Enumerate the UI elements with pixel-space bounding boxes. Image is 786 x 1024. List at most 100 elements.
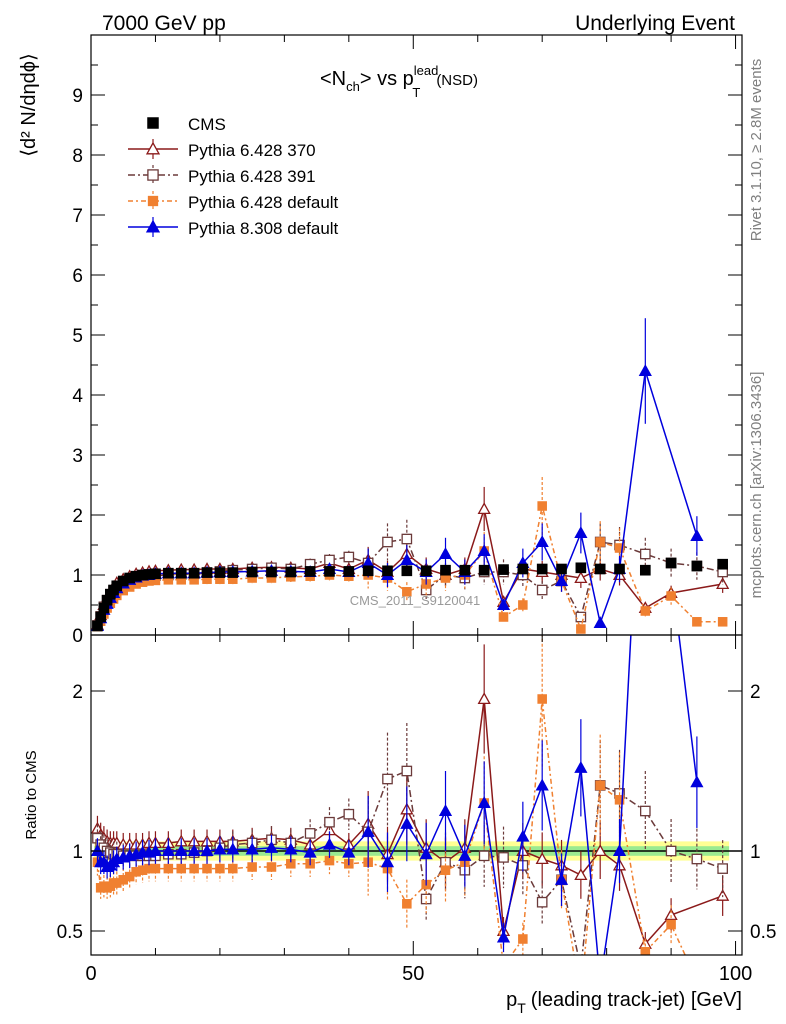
legend-marker — [147, 169, 159, 181]
ratio-point — [245, 842, 259, 855]
main-point — [285, 566, 297, 578]
legend-label: Pythia 6.428 370 — [188, 141, 316, 160]
main-point — [574, 526, 588, 539]
x-axis-label-tail: (leading track-jet) [GeV] — [531, 989, 742, 1011]
ratio-y-tick-label: 0.5 — [57, 922, 83, 943]
ratio-point — [148, 844, 163, 857]
main-point — [400, 553, 414, 566]
ratio-point — [496, 930, 511, 943]
ratio-point — [380, 855, 395, 868]
main-point — [477, 544, 491, 557]
main-point — [595, 537, 605, 547]
ratio-point — [477, 692, 491, 705]
ratio-point — [215, 863, 225, 874]
ratio-point — [150, 863, 161, 874]
main-point — [304, 566, 316, 577]
main-y-tick-label: 5 — [72, 326, 83, 347]
main-point — [717, 617, 728, 627]
ratio-point — [576, 963, 585, 972]
y-axis-label-main: ⟨d² N/dηdϕ⟩ — [18, 53, 40, 157]
ratio-point — [247, 862, 257, 872]
main-point — [716, 577, 730, 590]
ratio-point — [640, 947, 651, 955]
main-point — [535, 535, 549, 548]
main-point — [690, 529, 704, 542]
main-point — [438, 547, 453, 560]
ratio-point — [536, 896, 548, 908]
main-point — [498, 612, 509, 622]
main-point — [343, 566, 355, 577]
legend-marker — [145, 219, 161, 233]
y-axis-label-ratio: Ratio to CMS — [23, 750, 40, 839]
legend-marker — [147, 117, 159, 129]
x-tick-label: 100 — [719, 963, 752, 985]
ratio-point — [574, 868, 588, 881]
title-sub1: ch — [346, 79, 360, 94]
title-mid: > vs p — [360, 68, 414, 90]
ratio-y-tick-label-right: 1 — [750, 842, 761, 863]
ratio-series-line — [96, 635, 698, 955]
main-point — [382, 565, 393, 577]
main-point — [498, 564, 509, 575]
main-point — [188, 567, 200, 579]
ratio-point — [419, 847, 433, 860]
ratio-point — [342, 845, 356, 858]
ratio-series-2 — [92, 635, 686, 955]
ratio-point — [478, 850, 490, 862]
legend-marker — [145, 141, 161, 155]
main-point — [459, 564, 471, 576]
ratio-point — [189, 863, 199, 874]
ratio-point — [458, 848, 472, 861]
ratio-point — [163, 863, 174, 874]
title-tail: (NSD) — [436, 72, 478, 89]
ratio-series-3 — [91, 635, 704, 955]
main-y-tick-label: 1 — [72, 566, 83, 587]
title-sup: lead — [414, 63, 439, 78]
main-point — [594, 563, 606, 575]
ratio-point — [574, 760, 588, 773]
main-series-4 — [92, 557, 728, 632]
ratio-y-tick-label-right: 0.5 — [750, 922, 776, 943]
ratio-point — [176, 863, 187, 874]
main-point — [517, 563, 529, 575]
ratio-point — [401, 765, 413, 777]
ratio-point — [516, 829, 530, 842]
ratio-point — [612, 844, 627, 857]
main-y-tick-label: 2 — [72, 506, 83, 527]
ratio-point — [690, 775, 704, 788]
ratio-point — [614, 795, 625, 805]
main-point — [163, 567, 174, 579]
ratio-point — [324, 816, 335, 828]
ratio-point — [187, 844, 201, 857]
main-point — [640, 606, 651, 616]
ratio-point — [284, 842, 298, 855]
ratio-point — [402, 899, 412, 909]
main-point — [175, 567, 187, 579]
main-point — [556, 563, 567, 575]
main-point — [420, 565, 432, 577]
legend: CMS Pythia 6.428 370 Pythia 6.428 391 Pythi… — [128, 115, 339, 238]
main-point — [638, 364, 652, 377]
main-point — [536, 584, 548, 596]
main-point — [201, 567, 213, 578]
main-point — [575, 562, 587, 574]
ratio-series-0 — [91, 644, 730, 955]
main-point — [440, 564, 451, 576]
ratio-point — [213, 842, 227, 855]
main-y-tick-label: 8 — [72, 146, 83, 167]
main-point — [478, 564, 490, 576]
ratio-point — [400, 816, 414, 829]
main-point — [401, 565, 413, 577]
main-point — [574, 571, 588, 584]
x-tick-label: 0 — [85, 963, 96, 985]
ratio-point — [322, 837, 337, 850]
main-point — [266, 566, 277, 578]
header-right: Underlying Event — [575, 12, 735, 35]
main-point — [665, 557, 677, 569]
x-axis-label-sub: T — [517, 1000, 526, 1016]
main-y-tick-label: 6 — [72, 266, 83, 287]
ratio-point — [124, 871, 135, 882]
ratio-point — [228, 863, 238, 874]
ratio-point — [639, 805, 651, 817]
main-point — [537, 501, 547, 511]
